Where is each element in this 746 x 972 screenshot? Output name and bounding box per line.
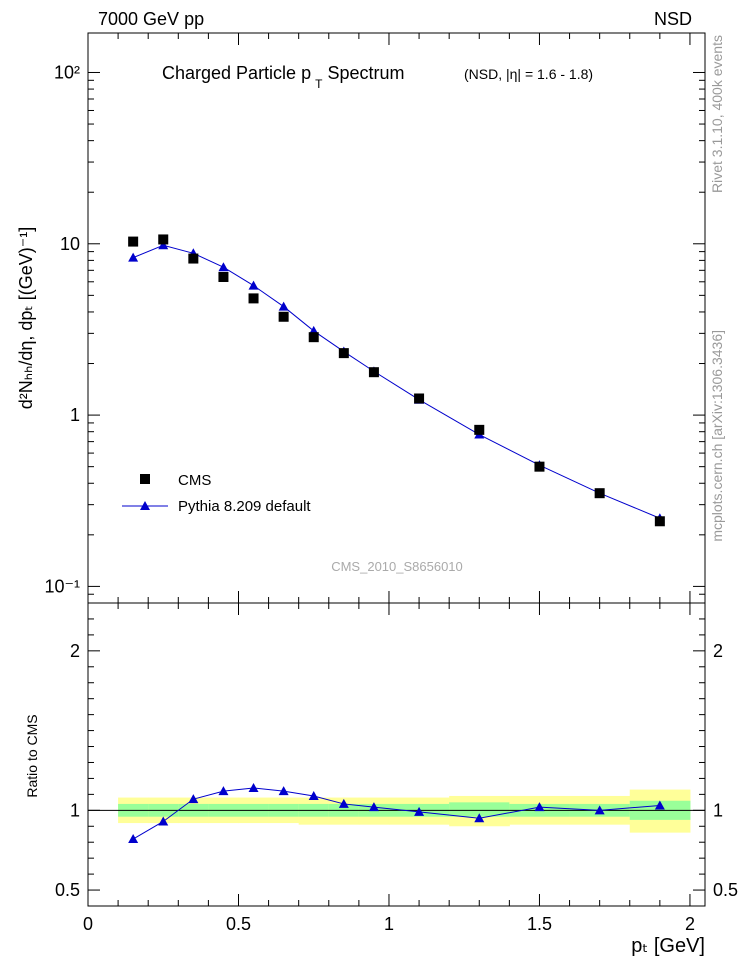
x-tick-label: 2 (685, 914, 695, 934)
mc-point (218, 262, 229, 272)
legend-mc-marker (140, 501, 150, 510)
header-right: NSD (654, 9, 692, 29)
mc-point (278, 301, 289, 311)
main-ylabel: d²Nₕₕ/dη, dpₜ [(GeV)⁻¹] (16, 227, 36, 409)
analysis-watermark: CMS_2010_S8656010 (331, 559, 463, 574)
side-bottom-text: mcplots.cern.ch [arXiv:1306.3436] (709, 330, 725, 542)
data-point (188, 253, 199, 264)
ratio-y-tick-label: 1 (70, 800, 80, 820)
data-point (278, 311, 289, 322)
x-tick-label: 1.5 (527, 914, 552, 934)
ratio-mc-point (218, 786, 229, 796)
ratio-panel: 0 0.5 1 1.5 20.5 0.51 12 2 (55, 33, 738, 934)
data-point (338, 348, 349, 359)
data-point (308, 332, 319, 343)
ratio-mc-point (248, 782, 259, 792)
data-point (248, 293, 259, 304)
header-left: 7000 GeV pp (98, 9, 204, 29)
ratio-mc-point (128, 834, 139, 844)
legend-mc-label: Pythia 8.209 default (178, 498, 311, 515)
ratio-mc-point (338, 798, 349, 808)
x-tick-label: 0.5 (226, 914, 251, 934)
title-main: Charged Particle p T Spectrum (162, 63, 404, 91)
ratio-mc-point (158, 816, 169, 826)
ratio-y-tick-label: 0.5 (55, 880, 80, 900)
title-part1: Charged Particle p (162, 63, 311, 83)
x-axis-label: pₜ [GeV] (631, 935, 705, 957)
ratio-mc-line (132, 787, 660, 840)
data-point (414, 393, 425, 404)
x-tick-label: 1 (384, 914, 394, 934)
ratio-mc-point (594, 805, 605, 815)
legend: CMS Pythia 8.209 default (122, 472, 311, 515)
data-point (594, 488, 605, 499)
data-point (654, 516, 665, 527)
y-tick-label: 10 (60, 234, 80, 254)
ratio-mc-point (474, 813, 485, 823)
title-subscript: T (315, 77, 323, 91)
ratio-mc-point (414, 806, 425, 816)
data-point (534, 461, 545, 472)
data-point (158, 234, 169, 245)
chart-title: Charged Particle p T Spectrum (NSD, |η| =… (162, 63, 593, 91)
ratio-y-tick-label-right: 1 (713, 800, 723, 820)
ratio-mc-point (188, 794, 199, 804)
y-tick-label: 10⁻¹ (44, 576, 80, 596)
x-tick-label: 0 (83, 914, 93, 934)
data-point (368, 367, 379, 378)
ratio-mc-point (654, 800, 665, 810)
side-top-text: Rivet 3.1.10, 400k events (709, 35, 725, 193)
mc-point (248, 280, 259, 290)
legend-data-marker (140, 474, 150, 484)
main-panel: 10⁻¹ 1 10 10² (44, 32, 706, 604)
title-small: (NSD, |η| = 1.6 - 1.8) (464, 66, 593, 82)
ratio-y-tick-label: 2 (70, 641, 80, 661)
main-frame (87, 32, 706, 604)
data-point (128, 236, 139, 247)
data-point (474, 424, 485, 435)
ratio-mc-point (278, 786, 289, 796)
ratio-y-tick-label-right: 0.5 (713, 880, 738, 900)
legend-data-label: CMS (178, 472, 211, 489)
ratio-mc-point (368, 802, 379, 812)
title-part2: Spectrum (322, 63, 404, 83)
band-inner-bin (449, 802, 510, 817)
ratio-frame (87, 602, 706, 907)
mc-line (132, 244, 661, 519)
ratio-mc-point (534, 802, 545, 812)
y-tick-label: 1 (70, 405, 80, 425)
y-tick-label: 10² (54, 62, 80, 82)
mc-point (128, 252, 139, 262)
mc-point (158, 240, 169, 250)
ratio-mc-point (308, 790, 319, 800)
data-point (218, 271, 229, 282)
ratio-y-tick-label-right: 2 (713, 641, 723, 661)
ratio-ylabel: Ratio to CMS (24, 714, 40, 797)
